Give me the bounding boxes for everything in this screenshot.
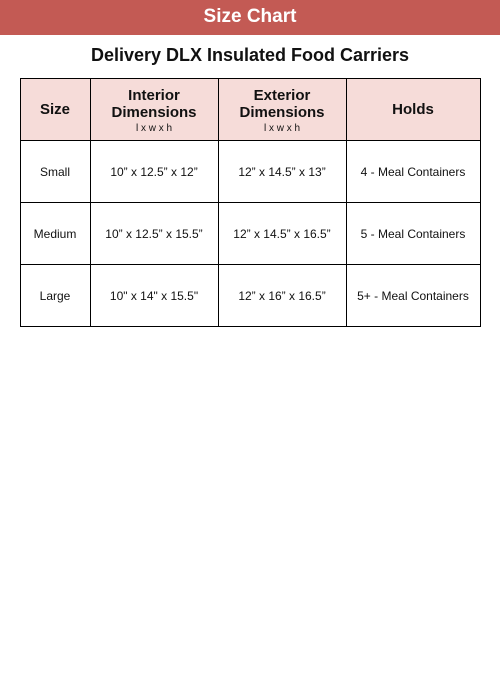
- table-row: Small 10” x 12.5” x 12” 12” x 14.5” x 13…: [20, 141, 480, 203]
- col-header-exterior: Exterior Dimensions l x w x h: [218, 79, 346, 141]
- cell-size: Medium: [20, 203, 90, 265]
- cell-exterior: 12” x 14.5” x 16.5”: [218, 203, 346, 265]
- page-title: Delivery DLX Insulated Food Carriers: [0, 45, 500, 66]
- cell-exterior: 12” x 14.5” x 13”: [218, 141, 346, 203]
- cell-interior: 10” x 12.5” x 12”: [90, 141, 218, 203]
- cell-interior: 10” x 12.5” x 15.5”: [90, 203, 218, 265]
- cell-size: Small: [20, 141, 90, 203]
- cell-holds: 4 - Meal Containers: [346, 141, 480, 203]
- col-label: Interior Dimensions: [111, 87, 196, 121]
- cell-interior: 10" x 14" x 15.5": [90, 265, 218, 327]
- cell-holds: 5 - Meal Containers: [346, 203, 480, 265]
- col-sublabel: l x w x h: [223, 123, 342, 134]
- title-text: Delivery DLX Insulated Food Carriers: [91, 45, 409, 65]
- cell-holds: 5+ - Meal Containers: [346, 265, 480, 327]
- col-header-holds: Holds: [346, 79, 480, 141]
- col-label: Size: [40, 101, 70, 118]
- col-header-interior: Interior Dimensions l x w x h: [90, 79, 218, 141]
- table-row: Medium 10” x 12.5” x 15.5” 12” x 14.5” x…: [20, 203, 480, 265]
- col-header-size: Size: [20, 79, 90, 141]
- col-label: Holds: [392, 101, 434, 118]
- col-sublabel: l x w x h: [95, 123, 214, 134]
- cell-exterior: 12” x 16” x 16.5”: [218, 265, 346, 327]
- cell-size: Large: [20, 265, 90, 327]
- banner-text: Size Chart: [204, 6, 297, 27]
- col-label: Exterior Dimensions: [239, 87, 324, 121]
- table-row: Large 10" x 14" x 15.5" 12” x 16” x 16.5…: [20, 265, 480, 327]
- size-chart-banner: Size Chart: [0, 0, 500, 35]
- size-chart-table: Size Interior Dimensions l x w x h Exter…: [20, 78, 481, 327]
- table-header-row: Size Interior Dimensions l x w x h Exter…: [20, 79, 480, 141]
